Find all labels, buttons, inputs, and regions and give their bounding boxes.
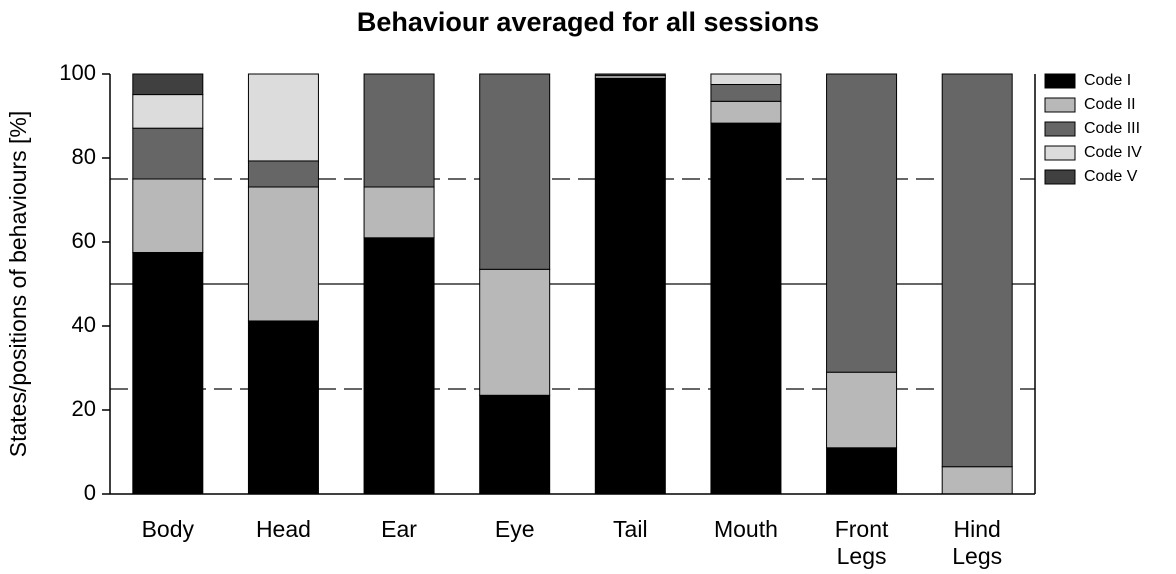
y-tick-label: 40 xyxy=(72,312,96,337)
bar-segment xyxy=(594,78,666,495)
bar-segment xyxy=(363,73,435,188)
legend-swatch xyxy=(1044,145,1076,161)
bar-segment xyxy=(479,268,551,396)
chart-title: Behaviour averaged for all sessions xyxy=(357,7,819,37)
y-tick-label: 20 xyxy=(72,396,96,421)
bar-segment xyxy=(132,94,204,129)
legend-label: Code IV xyxy=(1084,144,1142,161)
bar-segment xyxy=(247,320,319,495)
x-tick-label: Front Legs xyxy=(834,516,889,569)
y-tick-label: 80 xyxy=(72,144,96,169)
bar-segment xyxy=(247,160,319,188)
x-tick-label: Tail xyxy=(613,516,648,542)
x-tick-label: Body xyxy=(141,516,195,542)
bar-segment xyxy=(363,237,435,495)
legend-label: Code II xyxy=(1084,96,1136,113)
bar-segment xyxy=(479,73,551,270)
legend-swatch xyxy=(1044,97,1076,113)
x-tick-label: Head xyxy=(255,516,311,542)
bar-segment xyxy=(826,447,898,495)
bar-segment xyxy=(941,466,1013,495)
y-tick-label: 0 xyxy=(84,480,96,505)
legend-swatch xyxy=(1044,121,1076,137)
bar-segment xyxy=(132,73,204,96)
bar-segment xyxy=(594,73,666,77)
bar-segment xyxy=(132,178,204,253)
bar-segment xyxy=(247,73,319,162)
x-tick-label: Mouth xyxy=(713,516,778,542)
bar-segment xyxy=(479,394,551,495)
legend-label: Code V xyxy=(1084,168,1138,185)
bar-segment xyxy=(247,186,319,322)
legend-swatch xyxy=(1044,73,1076,89)
y-tick-label: 100 xyxy=(59,60,96,85)
legend-label: Code III xyxy=(1084,120,1140,137)
bar-segment xyxy=(710,122,782,495)
x-tick-label: Eye xyxy=(494,516,535,542)
bar-segment xyxy=(132,127,204,180)
legend-swatch xyxy=(1044,169,1076,185)
bar-segment xyxy=(941,73,1013,468)
y-axis-label: States/positions of behaviours [%] xyxy=(5,111,31,457)
bar-segment xyxy=(826,73,898,373)
y-tick-label: 60 xyxy=(72,228,96,253)
legend-label: Code I xyxy=(1084,72,1131,89)
bar-segment xyxy=(132,252,204,495)
x-tick-label: Hind Legs xyxy=(952,516,1003,569)
bar-segment xyxy=(710,73,782,85)
bar-segment xyxy=(710,100,782,124)
x-tick-label: Ear xyxy=(381,516,417,542)
bar-segment xyxy=(710,84,782,102)
bar-segment xyxy=(363,186,435,239)
bar-segment xyxy=(826,371,898,449)
